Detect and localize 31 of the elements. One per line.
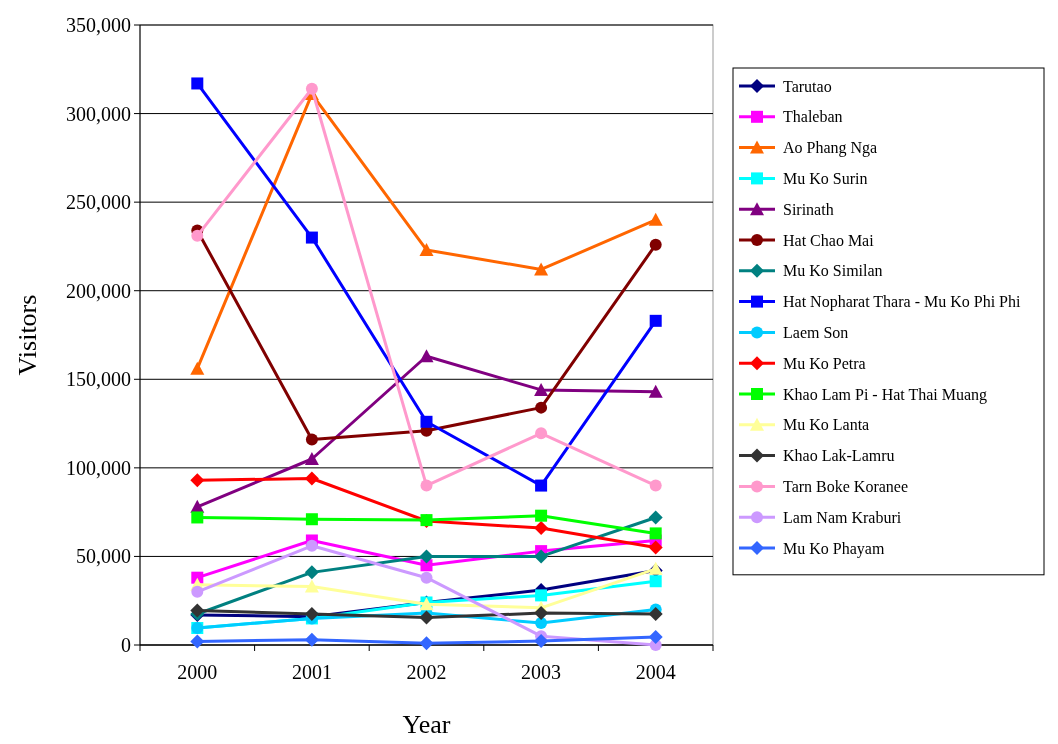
legend-label: Laem Son: [783, 324, 849, 341]
y-axis-title: Visitors: [13, 294, 42, 376]
x-tick-label: 2004: [635, 661, 676, 683]
legend-label: Khao Lak-Lamru: [783, 447, 895, 465]
legend-label: Mu Ko Surin: [783, 170, 868, 187]
legend-label: Khao Lam Pi - Hat Thai Muang: [783, 385, 988, 404]
x-tick-label: 2001: [291, 661, 332, 683]
x-tick-label: 2003: [521, 661, 562, 683]
x-tick-label: 2000: [177, 661, 218, 683]
legend-label: Thaleban: [783, 108, 843, 126]
y-tick-label: 300,000: [66, 102, 131, 125]
y-tick-label: 200,000: [66, 279, 131, 302]
x-tick-label: 2002: [406, 661, 447, 683]
legend-label: Mu Ko Petra: [783, 354, 866, 372]
x-axis-title: Year: [402, 710, 451, 739]
legend-label: Mu Ko Lanta: [783, 416, 870, 434]
y-tick-label: 150,000: [66, 368, 131, 391]
legend-label: Sirinath: [783, 200, 834, 218]
legend-label: Hat Nopharat Thara - Mu Ko Phi Phi: [783, 293, 1021, 312]
y-tick-label: 0: [121, 634, 131, 656]
legend-label: Tarutao: [783, 77, 832, 95]
legend-label: Lam Nam Kraburi: [783, 508, 902, 526]
legend-label: Tarn Boke Koranee: [783, 478, 909, 495]
legend-label: Ao Phang Nga: [783, 139, 878, 158]
legend-label: Mu Ko Similan: [783, 262, 883, 280]
y-tick-label: 100,000: [66, 456, 131, 479]
legend-label: Hat Chao Mai: [783, 231, 875, 249]
y-tick-label: 50,000: [76, 545, 131, 568]
y-tick-label: 350,000: [66, 14, 131, 36]
legend-label: Mu Ko Phayam: [783, 539, 885, 558]
y-tick-label: 250,000: [66, 191, 131, 214]
